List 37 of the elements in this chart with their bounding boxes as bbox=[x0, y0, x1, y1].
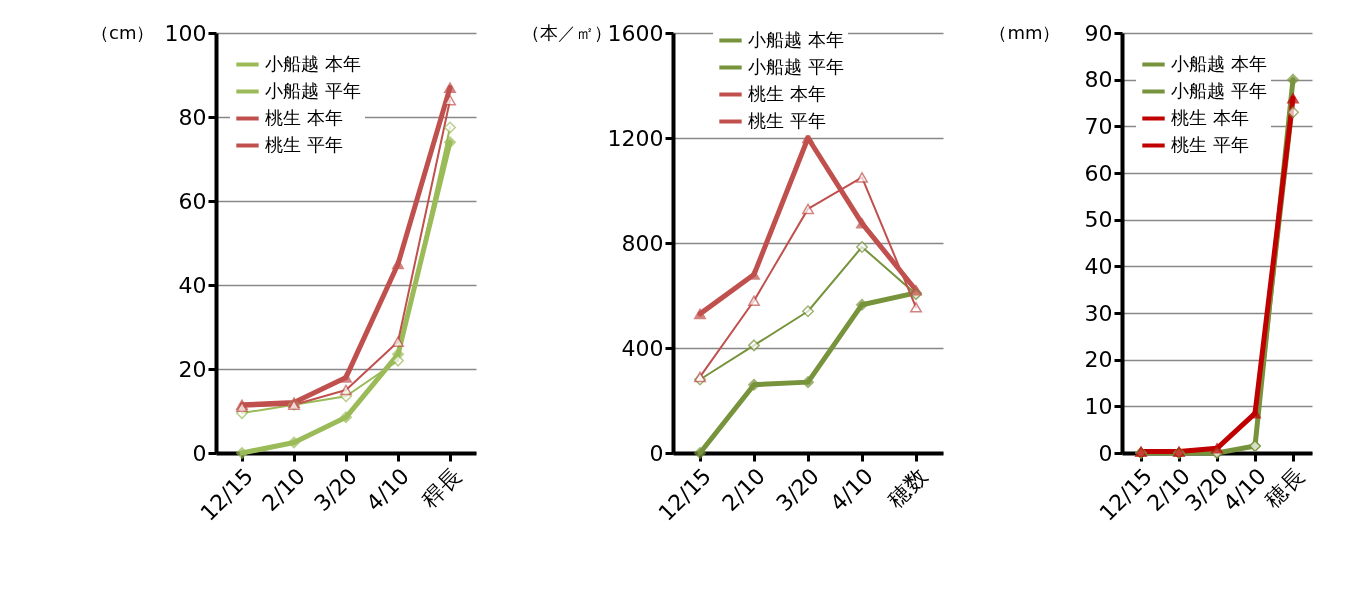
legend-label: 桃生 本年 bbox=[265, 106, 343, 128]
y-tick-label: 90 bbox=[1084, 20, 1113, 46]
y-tick-label: 1600 bbox=[607, 20, 664, 46]
y-tick-label: 20 bbox=[178, 356, 207, 382]
y-tick-label: 40 bbox=[178, 272, 207, 298]
y-tick-label: 60 bbox=[178, 188, 207, 214]
y-tick-label: 100 bbox=[164, 20, 207, 46]
y-tick-label: 1200 bbox=[607, 125, 664, 151]
y-tick-label: 60 bbox=[1084, 160, 1113, 186]
x-tick-label: 稈長 bbox=[417, 463, 467, 513]
y-tick-label: 0 bbox=[192, 440, 207, 466]
y-tick-label: 80 bbox=[178, 104, 207, 130]
x-tick-label: 穂数 bbox=[883, 463, 933, 513]
y-tick-label: 10 bbox=[1084, 393, 1113, 419]
y-tick-label: 80 bbox=[1084, 67, 1113, 93]
y-tick-label: 70 bbox=[1084, 113, 1113, 139]
legend-label: 桃生 平年 bbox=[748, 109, 826, 131]
y-tick-label: 30 bbox=[1084, 300, 1113, 326]
legend-label: 桃生 平年 bbox=[1171, 133, 1249, 155]
legend-label: 小船越 本年 bbox=[1171, 52, 1267, 74]
y-axis-title: （mm） bbox=[989, 21, 1061, 43]
legend-label: 桃生 平年 bbox=[265, 133, 343, 155]
y-axis-title: （cm） bbox=[91, 21, 155, 43]
legend-label: 桃生 本年 bbox=[748, 82, 826, 104]
y-tick-label: 0 bbox=[1098, 440, 1113, 466]
legend-label: 小船越 平年 bbox=[265, 79, 361, 101]
y-tick-label: 800 bbox=[621, 230, 664, 256]
y-tick-label: 400 bbox=[621, 335, 664, 361]
legend-label: 小船越 本年 bbox=[748, 28, 844, 50]
y-tick-label: 0 bbox=[649, 440, 664, 466]
legend-label: 桃生 本年 bbox=[1171, 106, 1249, 128]
legend-label: 小船越 本年 bbox=[265, 52, 361, 74]
y-tick-label: 20 bbox=[1084, 347, 1113, 373]
legend-label: 小船越 平年 bbox=[748, 55, 844, 77]
y-tick-label: 50 bbox=[1084, 207, 1113, 233]
legend-label: 小船越 平年 bbox=[1171, 79, 1267, 101]
y-tick-label: 40 bbox=[1084, 253, 1113, 279]
